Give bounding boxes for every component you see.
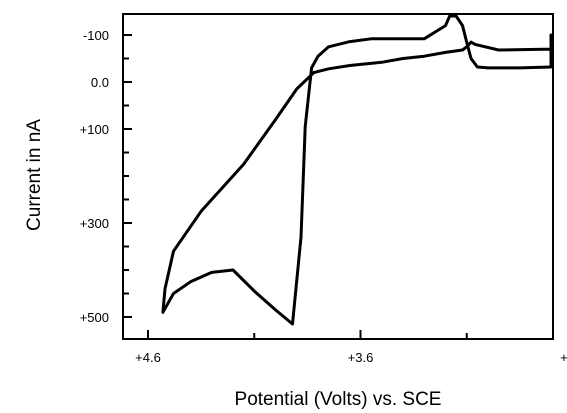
x-tick-label: +2.6 bbox=[560, 350, 567, 365]
y-tick-label: +500 bbox=[80, 310, 109, 325]
voltammogram-trace bbox=[161, 14, 553, 326]
y-tick-label: 0.0 bbox=[91, 75, 109, 90]
x-axis: +4.6+3.6+2.6+1.6 bbox=[135, 330, 567, 365]
x-axis-title: Potential (Volts) vs. SCE bbox=[235, 389, 442, 410]
y-axis: -100 0.0 +100 +300 +500 bbox=[80, 28, 132, 325]
x-tick-label: +4.6 bbox=[135, 350, 161, 365]
x-tick-label: +3.6 bbox=[348, 350, 374, 365]
y-tick-label: +300 bbox=[80, 216, 109, 231]
y-tick-label: -100 bbox=[83, 28, 109, 43]
plot-frame bbox=[122, 13, 554, 340]
y-tick-label: +100 bbox=[80, 122, 109, 137]
y-axis-title: Current in nA bbox=[24, 119, 45, 231]
